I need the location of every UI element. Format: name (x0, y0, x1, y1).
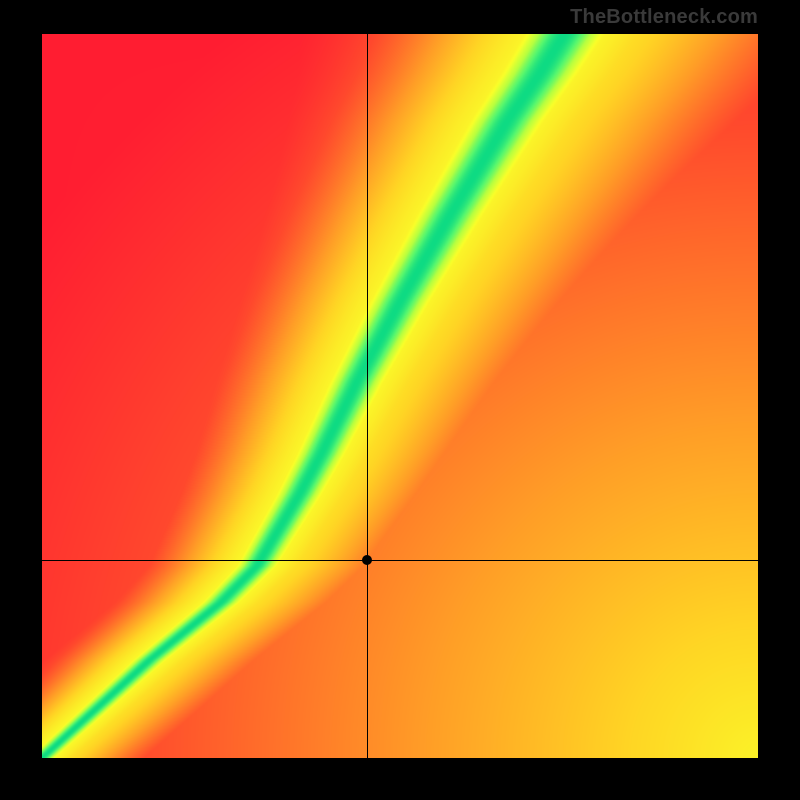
heatmap-canvas (42, 34, 758, 758)
data-point-marker (362, 555, 372, 565)
watermark-text: TheBottleneck.com (570, 6, 758, 29)
crosshair-vertical (367, 34, 368, 758)
chart-root: TheBottleneck.com (0, 0, 800, 800)
plot-area (42, 34, 758, 758)
crosshair-horizontal (42, 560, 758, 561)
